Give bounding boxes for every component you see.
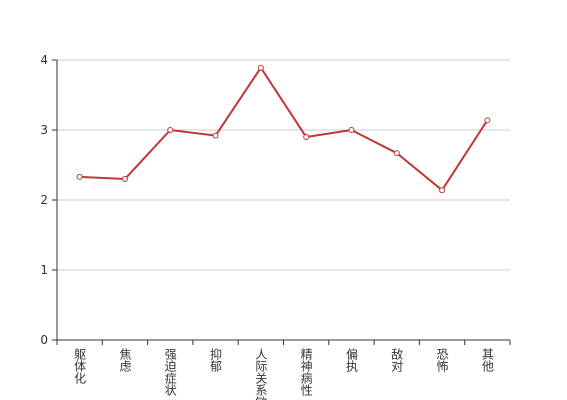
x-tick-label: 精神病性 <box>299 348 313 397</box>
point <box>348 127 355 133</box>
x-tick-label: 焦虑 <box>118 348 132 372</box>
x-tick-label: 其他 <box>480 348 494 372</box>
y-tick-label: 2 <box>40 193 48 207</box>
x-tick-label: 躯体化 <box>73 347 87 385</box>
x-tick-label: 人际关系敏感 <box>254 348 268 400</box>
x-tick-label: 偏执 <box>344 347 358 373</box>
point <box>303 134 310 140</box>
point <box>167 127 174 133</box>
point <box>484 117 491 124</box>
point <box>76 173 83 180</box>
point <box>212 132 219 139</box>
y-tick-label: 4 <box>40 53 48 67</box>
y-tick-label: 1 <box>40 263 48 277</box>
y-tick-label: 3 <box>40 123 48 137</box>
point <box>439 187 446 194</box>
point <box>393 150 400 157</box>
line <box>79 65 489 192</box>
x-tick-label: 恐怖 <box>435 348 449 372</box>
x-tick-label: 敌对 <box>390 347 404 372</box>
y-tick-label: 0 <box>40 333 48 347</box>
x-tick-label: 抑郁 <box>209 347 223 373</box>
point <box>257 64 264 71</box>
point <box>121 176 128 182</box>
x-tick-label: 强迫症状 <box>163 348 177 396</box>
